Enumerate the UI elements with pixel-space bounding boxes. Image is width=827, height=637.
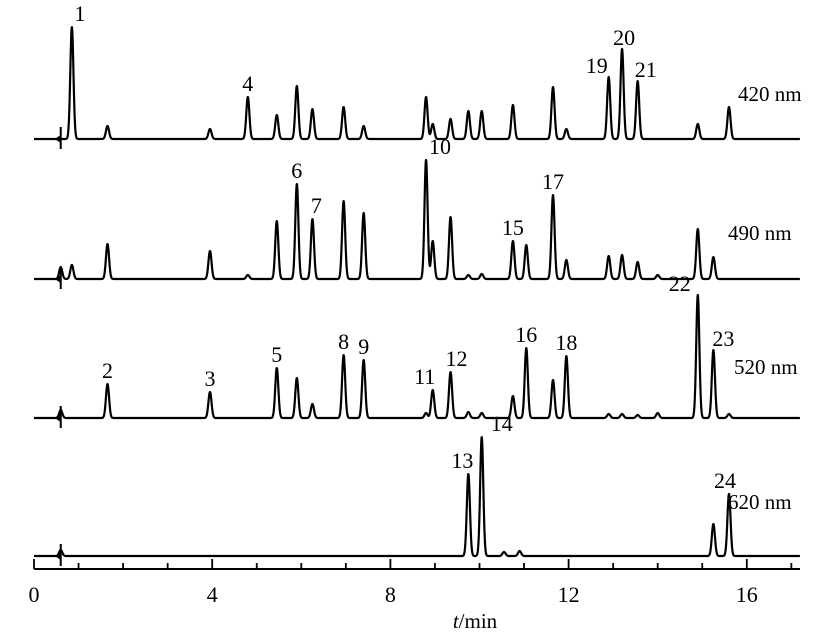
trace-label-620-nm: 620 nm xyxy=(728,490,792,514)
peak-label-12: 12 xyxy=(446,346,468,371)
peak-label-4: 4 xyxy=(242,71,253,96)
x-tick-label: 8 xyxy=(385,582,396,607)
trace-line xyxy=(33,158,801,281)
peak-label-2: 2 xyxy=(102,358,113,383)
peak-label-21: 21 xyxy=(635,57,657,82)
peak-label-23: 23 xyxy=(712,326,734,351)
x-axis-title-unit: /min xyxy=(459,609,498,633)
trace-label-490-nm: 490 nm xyxy=(728,221,792,245)
injection-marker xyxy=(54,552,61,560)
peak-label-18: 18 xyxy=(555,330,577,355)
injection-marker xyxy=(54,414,61,422)
peak-label-13: 13 xyxy=(451,448,473,473)
peak-label-5: 5 xyxy=(271,342,282,367)
x-tick-label: 12 xyxy=(558,582,580,607)
peak-label-15: 15 xyxy=(502,215,524,240)
injection-marker xyxy=(54,135,61,143)
peak-label-17: 17 xyxy=(542,169,564,194)
x-tick-label: 0 xyxy=(29,582,40,607)
peak-label-19: 19 xyxy=(586,53,608,78)
peak-label-16: 16 xyxy=(515,322,537,347)
peak-label-7: 7 xyxy=(311,193,322,218)
trace-line xyxy=(33,293,801,420)
trace-490-nm: 67 10 15 17 490 nm xyxy=(33,134,801,289)
peak-label-24: 24 xyxy=(714,468,736,493)
peak-label-8: 8 xyxy=(338,329,349,354)
x-tick-label: 16 xyxy=(736,582,758,607)
peak-label-6: 6 xyxy=(291,158,302,183)
trace-line xyxy=(33,436,801,558)
trace-label-520-nm: 520 nm xyxy=(734,355,798,379)
peak-label-22: 22 xyxy=(669,271,691,296)
peak-label-20: 20 xyxy=(613,25,635,50)
trace-label-420-nm: 420 nm xyxy=(738,82,802,106)
x-axis-title-italic: t xyxy=(453,609,460,633)
trace-line xyxy=(33,26,801,141)
peak-label-11: 11 xyxy=(414,364,435,389)
x-tick-label: 4 xyxy=(207,582,218,607)
peak-label-14: 14 xyxy=(491,411,513,436)
x-axis: 0 4 8 12 16 xyxy=(29,559,800,607)
peak-label-1: 1 xyxy=(74,1,85,26)
peak-label-9: 9 xyxy=(358,334,369,359)
injection-marker xyxy=(54,275,61,283)
x-axis-title: t/min xyxy=(453,609,498,633)
peak-label-3: 3 xyxy=(205,366,216,391)
peak-label-10: 10 xyxy=(429,134,451,159)
